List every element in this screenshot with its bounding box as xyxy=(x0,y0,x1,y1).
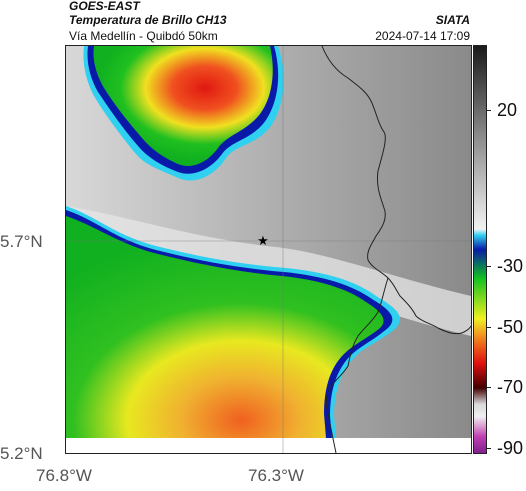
lower-storm-cell xyxy=(66,216,384,438)
colorbar xyxy=(473,45,487,454)
cb-label-m50: -50 xyxy=(497,317,524,337)
product-title: Temperatura de Brillo CH13 xyxy=(69,13,227,27)
cb-mark-m90 xyxy=(486,448,491,449)
lon-tick-76-3: 76.3°W xyxy=(248,466,304,485)
upper-storm-cell xyxy=(93,46,273,167)
star-icon: ★ xyxy=(257,233,269,248)
lon-tick-76-8: 76.8°W xyxy=(36,466,92,485)
cb-label-20: 20 xyxy=(497,100,518,120)
cb-label-m70: -70 xyxy=(497,377,524,397)
lat-tick-5-2: 5.2°N xyxy=(0,444,43,463)
cb-mark-m30 xyxy=(486,266,491,267)
cb-mark-m50 xyxy=(486,327,491,328)
cb-mark-20 xyxy=(486,110,491,111)
route-subtitle: Vía Medellín - Quibdó 50km xyxy=(69,29,218,43)
department-boundary xyxy=(321,46,471,335)
satellite-title: GOES-EAST xyxy=(69,0,140,13)
satellite-map[interactable]: ★ xyxy=(65,45,472,454)
cb-mark-m70 xyxy=(486,387,491,388)
cb-label-m90: -90 xyxy=(497,438,524,458)
timestamp-label: 2024-07-14 17:09 xyxy=(375,29,470,43)
lat-tick-5-7: 5.7°N xyxy=(0,232,43,251)
cb-label-m30: -30 xyxy=(497,256,524,276)
organization-label: SIATA xyxy=(435,13,470,27)
map-canvas: ★ xyxy=(66,46,471,453)
